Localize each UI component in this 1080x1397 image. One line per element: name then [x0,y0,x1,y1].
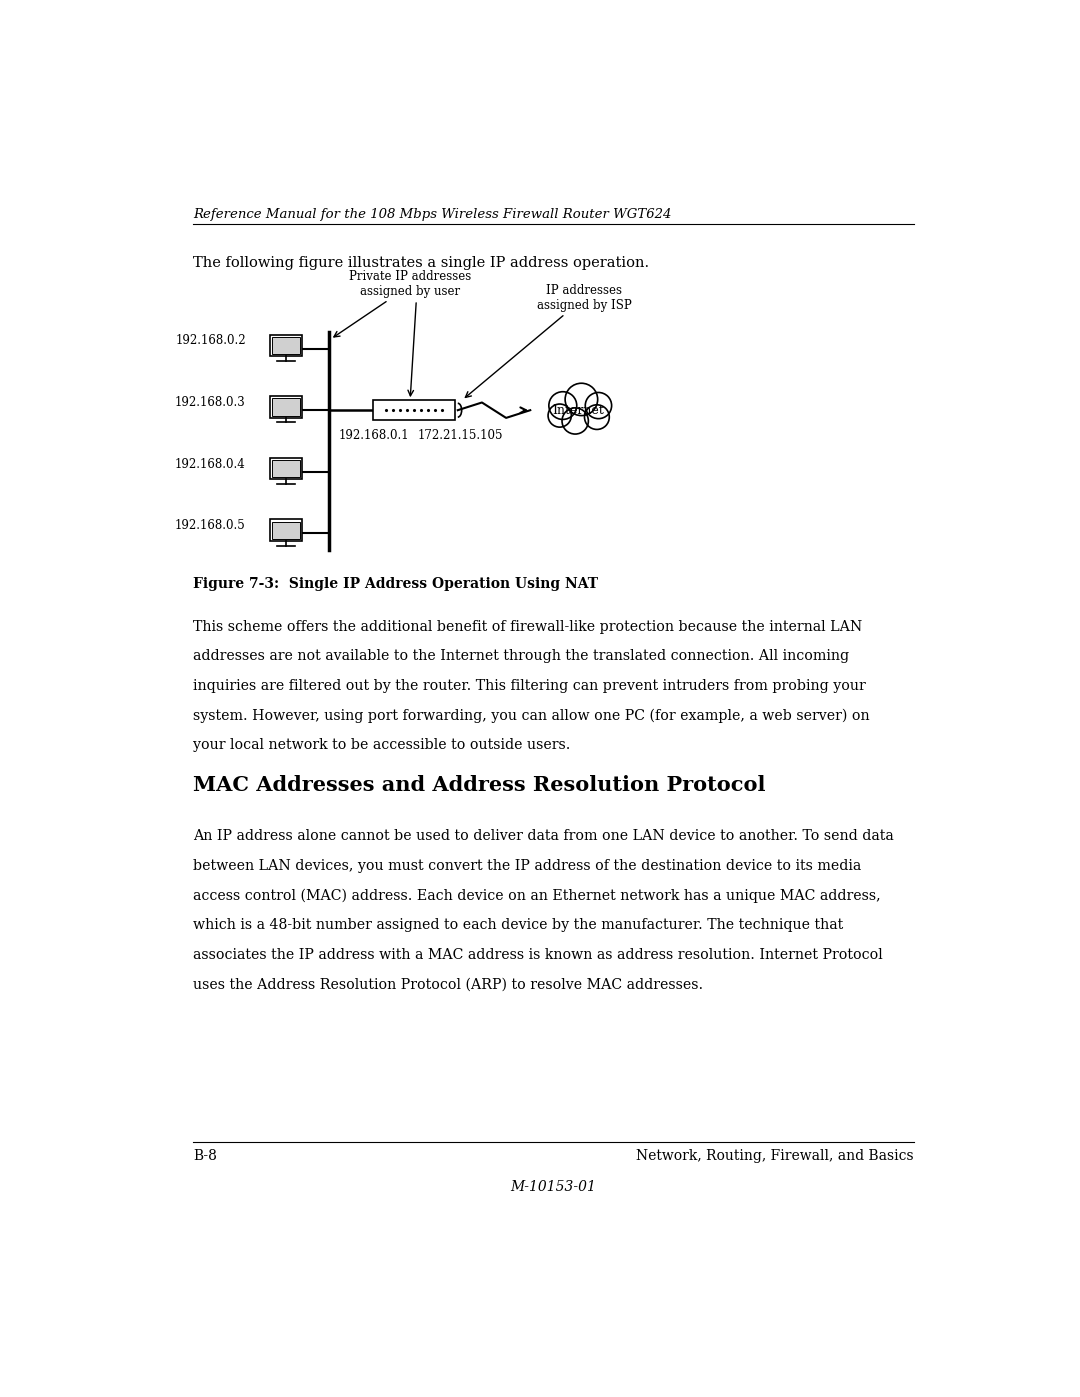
Text: between LAN devices, you must convert the IP address of the destination device t: between LAN devices, you must convert th… [193,859,862,873]
Ellipse shape [549,393,608,427]
Text: An IP address alone cannot be used to deliver data from one LAN device to anothe: An IP address alone cannot be used to de… [193,828,894,842]
FancyBboxPatch shape [272,337,300,353]
FancyBboxPatch shape [272,521,300,539]
Circle shape [565,383,597,415]
FancyBboxPatch shape [270,520,302,541]
Text: uses the Address Resolution Protocol (ARP) to resolve MAC addresses.: uses the Address Resolution Protocol (AR… [193,978,703,992]
FancyBboxPatch shape [270,397,302,418]
Text: 192.168.0.5: 192.168.0.5 [175,520,246,532]
Text: The following figure illustrates a single IP address operation.: The following figure illustrates a singl… [193,256,649,270]
Text: 172.21.15.105: 172.21.15.105 [418,429,503,443]
Text: Internet: Internet [553,404,604,416]
Text: 192.168.0.2: 192.168.0.2 [175,334,246,348]
Text: associates the IP address with a MAC address is known as address resolution. Int: associates the IP address with a MAC add… [193,947,882,961]
Text: Private IP addresses
assigned by user: Private IP addresses assigned by user [349,270,471,298]
Circle shape [549,391,577,419]
Text: This scheme offers the additional benefit of firewall-like protection because th: This scheme offers the additional benefi… [193,620,862,634]
Text: 192.168.0.1: 192.168.0.1 [338,429,409,443]
Text: access control (MAC) address. Each device on an Ethernet network has a unique MA: access control (MAC) address. Each devic… [193,888,881,902]
Text: which is a 48-bit number assigned to each device by the manufacturer. The techni: which is a 48-bit number assigned to eac… [193,918,843,932]
Text: 192.168.0.4: 192.168.0.4 [175,458,246,471]
Text: system. However, using port forwarding, you can allow one PC (for example, a web: system. However, using port forwarding, … [193,708,869,724]
Text: Network, Routing, Firewall, and Basics: Network, Routing, Firewall, and Basics [636,1150,914,1164]
Text: M-10153-01: M-10153-01 [511,1180,596,1194]
Circle shape [548,404,571,427]
Text: your local network to be accessible to outside users.: your local network to be accessible to o… [193,738,570,752]
Text: 192.168.0.3: 192.168.0.3 [175,395,246,409]
FancyBboxPatch shape [270,334,302,356]
Text: Figure 7-3:  Single IP Address Operation Using NAT: Figure 7-3: Single IP Address Operation … [193,577,598,591]
Circle shape [562,408,589,434]
Circle shape [585,393,611,419]
Text: B-8: B-8 [193,1150,217,1164]
Circle shape [584,405,609,429]
Text: inquiries are filtered out by the router. This filtering can prevent intruders f: inquiries are filtered out by the router… [193,679,866,693]
FancyBboxPatch shape [270,458,302,479]
Text: addresses are not available to the Internet through the translated connection. A: addresses are not available to the Inter… [193,650,849,664]
FancyBboxPatch shape [272,398,300,415]
Text: Reference Manual for the 108 Mbps Wireless Firewall Router WGT624: Reference Manual for the 108 Mbps Wirele… [193,208,672,221]
FancyBboxPatch shape [272,460,300,478]
Text: IP addresses
assigned by ISP: IP addresses assigned by ISP [537,284,632,312]
FancyBboxPatch shape [374,400,455,420]
Text: MAC Addresses and Address Resolution Protocol: MAC Addresses and Address Resolution Pro… [193,775,766,795]
